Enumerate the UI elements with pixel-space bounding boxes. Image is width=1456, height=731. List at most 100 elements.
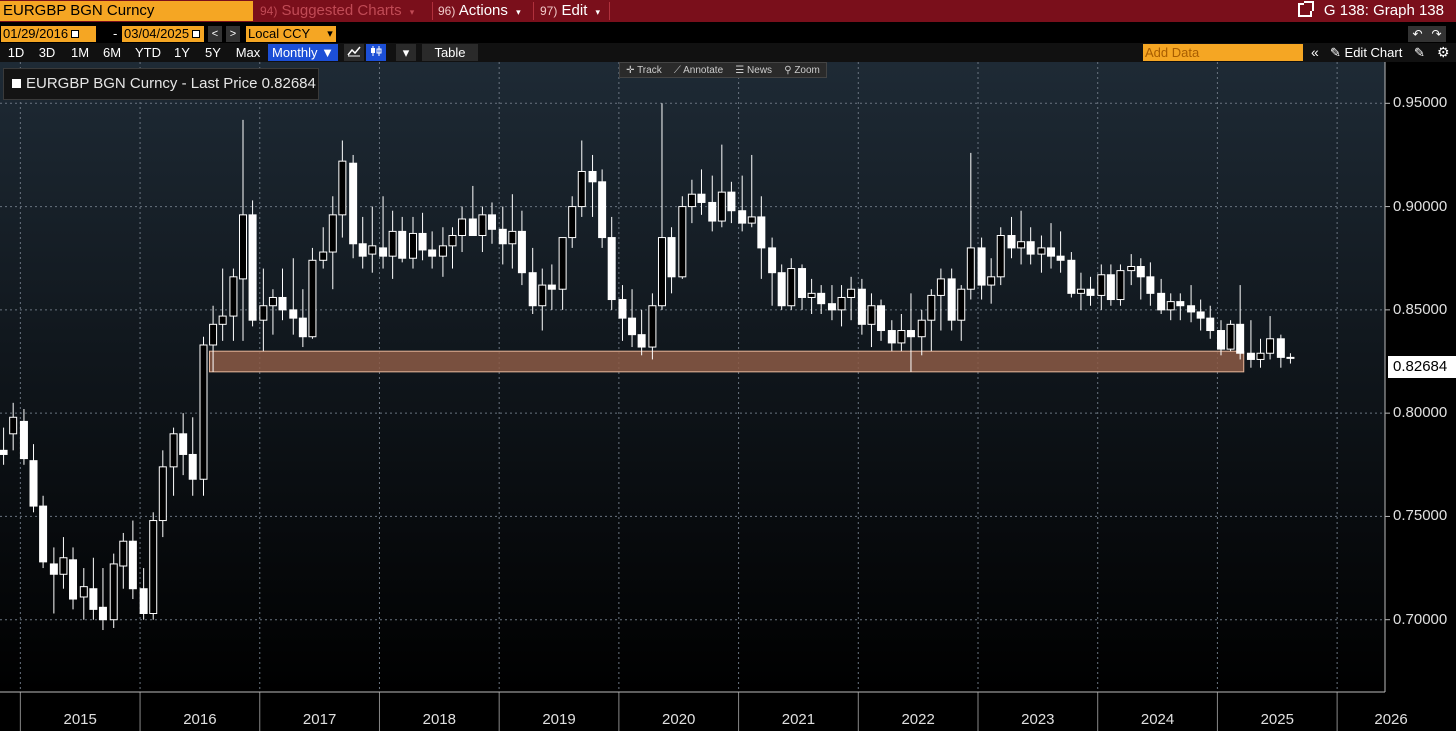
chart-legend[interactable]: EURGBP BGN Curncy - Last Price 0.82684 [3, 68, 319, 100]
candle-body [188, 453, 197, 480]
graph-title[interactable]: G 138: Graph 138 [1297, 0, 1444, 22]
period-5y[interactable]: 5Y [205, 45, 221, 60]
candle-body [847, 288, 856, 298]
end-date-field[interactable]: 03/04/2025 [122, 26, 204, 42]
candle [877, 299, 886, 341]
news-tool[interactable]: ☰ News [735, 64, 773, 76]
collapse-icon[interactable]: « [1311, 44, 1319, 60]
candle-body [239, 214, 248, 280]
candle-body [89, 588, 98, 610]
table-button[interactable]: Table [422, 44, 478, 61]
period-ytd[interactable]: YTD [135, 45, 161, 60]
candle-body [458, 218, 467, 237]
candle-body [897, 330, 906, 344]
candle-body [308, 259, 317, 338]
candle [468, 185, 477, 237]
period-3d[interactable]: 3D [38, 45, 56, 60]
edit-label: Edit [561, 2, 588, 19]
track-tool[interactable]: ✛ Track [626, 64, 662, 76]
ticker-input[interactable]: EURGBP BGN Curncy [0, 1, 253, 21]
zoom-tool[interactable]: ⚲ Zoom [784, 64, 820, 76]
candle [39, 495, 48, 569]
candle [996, 227, 1005, 286]
gear-icon[interactable]: ⚙ [1437, 44, 1450, 60]
candle-body [1047, 247, 1056, 257]
currency-dropdown-icon[interactable]: ▾ [324, 26, 336, 42]
candle [1176, 293, 1185, 321]
suggested-charts-label: Suggested Charts [281, 2, 402, 19]
candle [349, 154, 358, 259]
candle [947, 268, 956, 331]
candlestick-chart-icon[interactable] [366, 44, 386, 61]
period-max[interactable]: Max [235, 45, 261, 60]
annotate-tool[interactable]: ⟋ Annotate [673, 64, 724, 76]
add-data-input[interactable]: Add Data [1143, 44, 1303, 61]
candle [109, 553, 118, 628]
candle [1026, 227, 1035, 265]
period-1y[interactable]: 1Y [174, 45, 190, 60]
calendar-icon[interactable] [71, 30, 80, 38]
candle [1217, 320, 1226, 356]
candle-body [358, 243, 367, 257]
actions-menu[interactable]: 96) Actions ▾ [438, 0, 521, 22]
period-1m[interactable]: 1M [70, 45, 90, 60]
candle-body [1276, 338, 1285, 358]
candle-body [1176, 301, 1185, 307]
zoom-label: Zoom [794, 64, 820, 76]
candle-body [877, 305, 886, 332]
candle [577, 140, 586, 217]
redo-icon[interactable]: ↷ [1431, 27, 1442, 41]
candle-body [1217, 330, 1226, 350]
candle-body [398, 230, 407, 259]
candle [1226, 320, 1235, 352]
candle-body [768, 247, 777, 274]
candle [179, 413, 188, 476]
candle-body [697, 193, 706, 203]
candle [1196, 299, 1205, 331]
suggested-charts-menu[interactable]: 94) Suggested Charts ▾ [260, 0, 414, 22]
frequency-select[interactable]: Monthly ▼ [268, 44, 338, 61]
launch-icon[interactable] [1297, 1, 1314, 17]
period-6m[interactable]: 6M [102, 45, 122, 60]
start-date-field[interactable]: 01/29/2016 [1, 26, 96, 42]
candle [538, 268, 547, 331]
menu-divider [432, 2, 433, 20]
next-period-button[interactable]: > [226, 26, 240, 42]
edit-menu[interactable]: 97) Edit ▾ [540, 0, 600, 22]
candle-body [149, 520, 158, 615]
chart-type-dropdown-icon[interactable]: ▾ [396, 44, 416, 61]
calendar-icon[interactable] [192, 30, 201, 38]
currency-value: Local CCY [248, 26, 311, 41]
candle-body [218, 315, 227, 325]
candle-body [787, 268, 796, 307]
candle-body [1187, 305, 1196, 313]
candle [867, 293, 876, 348]
candle-body [49, 563, 58, 575]
candle [458, 206, 467, 253]
candle-body [498, 228, 507, 245]
candle [977, 237, 986, 300]
candle-body [1097, 274, 1106, 296]
candle-body [727, 191, 736, 212]
chevron-down-icon: ▾ [516, 7, 521, 17]
candle-body [1226, 323, 1235, 350]
candlestick-chart[interactable] [0, 62, 1456, 731]
candle [9, 402, 18, 451]
candle [588, 154, 597, 217]
line-chart-icon[interactable] [344, 44, 364, 61]
candle-body [98, 606, 107, 621]
candle-body [1116, 270, 1125, 301]
chart-area[interactable]: ✛ Track ⟋ Annotate ☰ News ⚲ Zoom EURGBP … [0, 62, 1456, 731]
candle-body [857, 288, 866, 325]
edit-chart-button[interactable]: ✎ Edit Chart [1330, 44, 1402, 61]
candle [149, 512, 158, 620]
previous-period-button[interactable]: < [208, 26, 222, 42]
candle-body [618, 299, 627, 319]
currency-select[interactable]: Local CCY [246, 26, 324, 42]
period-1d[interactable]: 1D [7, 45, 25, 60]
candle-body [667, 237, 676, 278]
draw-icon[interactable]: ✎ [1414, 45, 1425, 60]
menu-bar: EURGBP BGN Curncy 94) Suggested Charts ▾… [0, 0, 1456, 22]
undo-icon[interactable]: ↶ [1412, 27, 1423, 41]
y-tick-label: 0.85000 [1393, 300, 1448, 318]
